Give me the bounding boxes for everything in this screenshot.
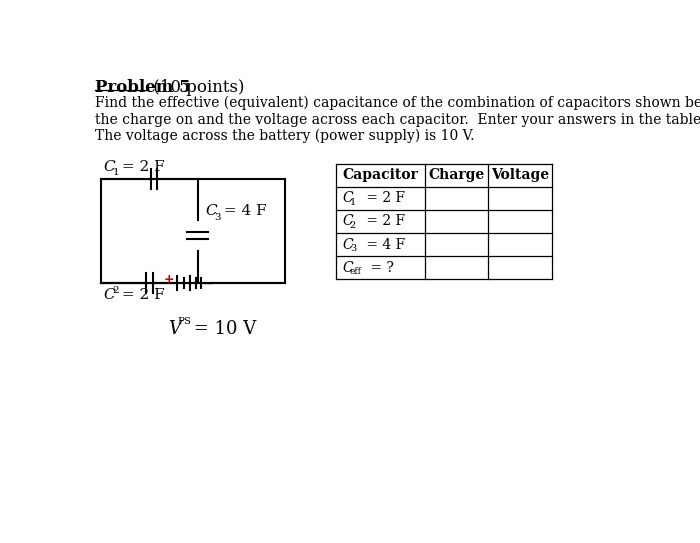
Text: Capacitor: Capacitor — [342, 168, 418, 182]
Text: PS: PS — [177, 317, 191, 326]
Text: 2: 2 — [113, 286, 119, 295]
Text: V: V — [168, 320, 181, 338]
Text: = ?: = ? — [367, 261, 394, 275]
Text: C: C — [205, 204, 217, 218]
Text: C: C — [104, 160, 116, 174]
Text: +: + — [163, 274, 174, 287]
Text: C: C — [342, 191, 353, 205]
Text: Voltage: Voltage — [491, 168, 549, 182]
Text: = 2 F: = 2 F — [118, 288, 165, 302]
Text: (10 points): (10 points) — [148, 79, 244, 96]
Text: C: C — [342, 238, 353, 251]
Text: the charge on and the voltage across each capacitor.  Enter your answers in the : the charge on and the voltage across eac… — [95, 112, 700, 127]
Text: Problem 5: Problem 5 — [95, 79, 191, 96]
Text: C: C — [342, 214, 353, 229]
Text: = 2 F: = 2 F — [362, 191, 405, 205]
Text: 3: 3 — [350, 244, 356, 253]
Text: 1: 1 — [350, 198, 356, 207]
Text: 2: 2 — [350, 221, 356, 230]
Text: eff: eff — [350, 267, 362, 276]
Text: Find the effective (equivalent) capacitance of the combination of capacitors sho: Find the effective (equivalent) capacita… — [95, 96, 700, 110]
Text: −: − — [203, 277, 215, 291]
Text: = 2 F: = 2 F — [362, 214, 405, 229]
Text: = 2 F: = 2 F — [118, 160, 165, 174]
Text: 3: 3 — [214, 213, 220, 222]
Text: C: C — [104, 288, 116, 302]
Text: The voltage across the battery (power supply) is 10 V.: The voltage across the battery (power su… — [95, 129, 475, 143]
Text: Charge: Charge — [428, 168, 484, 182]
Text: = 4 F: = 4 F — [219, 204, 267, 218]
Text: = 4 F: = 4 F — [362, 238, 405, 251]
Text: 1: 1 — [113, 168, 119, 177]
Text: = 10 V: = 10 V — [188, 320, 256, 338]
Text: C: C — [342, 261, 353, 275]
